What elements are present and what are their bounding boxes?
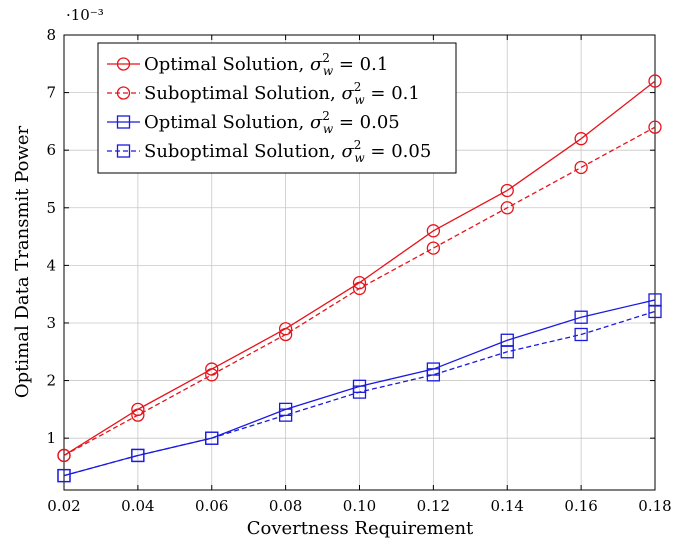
- y-tick-label: 1: [46, 429, 56, 447]
- legend-subscript: w: [323, 64, 334, 78]
- data-point: [574, 132, 588, 146]
- legend-superscript: 2: [354, 80, 362, 94]
- series-line: [63, 310, 656, 477]
- x-tick-label: 0.10: [343, 497, 376, 515]
- data-point: [574, 310, 588, 324]
- y-tick-label: 7: [46, 84, 56, 102]
- data-point: [426, 224, 441, 238]
- data-point: [278, 327, 293, 342]
- data-point: [131, 448, 145, 463]
- series-group: [57, 74, 662, 483]
- legend-subscript: w: [354, 93, 365, 107]
- legend-item-2: Suboptimal Solution, σ2 w = 0.1: [107, 80, 420, 107]
- data-point: [205, 368, 219, 382]
- data-point: [57, 468, 71, 483]
- legend-superscript: 2: [322, 51, 330, 65]
- data-point: [648, 120, 662, 134]
- data-point: [500, 201, 514, 215]
- legend-marker: [116, 144, 131, 158]
- data-point: [648, 74, 662, 88]
- legend-item-3: Optimal Solution, σ2 w = 0.05: [107, 109, 400, 136]
- data-point: [500, 183, 514, 198]
- series-2: [57, 120, 662, 463]
- legend-label-value: = 0.1: [365, 83, 420, 104]
- data-point: [131, 408, 145, 422]
- data-point: [352, 385, 367, 399]
- data-point: [500, 345, 514, 359]
- axis-ticks: 0.02 0.04 0.06 0.08 0.10 0.12 0.14 0.16 0.18 1 2 3 4…: [46, 26, 671, 515]
- legend-sigma: σ: [310, 112, 323, 133]
- legend-superscript: 2: [354, 138, 362, 152]
- y-axis-multiplier: ·10⁻³: [66, 6, 104, 24]
- x-tick-label: 0.08: [269, 497, 302, 515]
- legend-item-1: Optimal Solution, σ2 w = 0.1: [107, 51, 388, 78]
- data-point: [574, 160, 588, 175]
- legend-subscript: w: [354, 151, 365, 165]
- data-point: [57, 448, 71, 463]
- x-tick-label: 0.12: [417, 497, 450, 515]
- series-4: [57, 304, 662, 483]
- legend-subscript: w: [323, 122, 334, 136]
- y-tick-label: 5: [46, 199, 56, 217]
- legend-label: Suboptimal Solution, σ2 w = 0.05: [144, 138, 431, 165]
- y-tick-label: 2: [46, 372, 56, 390]
- x-tick-label: 0.16: [564, 497, 597, 515]
- legend-marker: [116, 115, 131, 129]
- legend-marker: [116, 86, 131, 100]
- legend-label: Suboptimal Solution, σ2 w = 0.1: [144, 80, 420, 107]
- legend-label-value: = 0.05: [333, 112, 400, 133]
- y-tick-label: 4: [46, 256, 56, 274]
- legend-sigma: σ: [341, 141, 354, 162]
- x-tick-label: 0.04: [121, 497, 154, 515]
- legend-marker: [116, 57, 131, 71]
- legend-sigma: σ: [310, 54, 323, 75]
- data-point: [574, 327, 588, 342]
- data-point: [205, 431, 219, 445]
- legend-item-4: Suboptimal Solution, σ2 w = 0.05: [107, 138, 431, 165]
- legend-label-text: Suboptimal Solution,: [144, 83, 341, 104]
- data-point: [426, 241, 441, 255]
- legend-label: Optimal Solution, σ2 w = 0.1: [144, 51, 388, 78]
- x-axis-title: Covertness Requirement: [247, 518, 474, 539]
- legend-label: Optimal Solution, σ2 w = 0.05: [144, 109, 400, 136]
- series-line: [63, 126, 656, 457]
- x-tick-label: 0.02: [47, 497, 80, 515]
- y-tick-label: 6: [46, 141, 56, 159]
- legend-label-text: Suboptimal Solution,: [144, 141, 341, 162]
- legend-superscript: 2: [322, 109, 330, 123]
- legend-label-text: Optimal Solution,: [144, 112, 310, 133]
- x-tick-label: 0.18: [638, 497, 671, 515]
- data-point: [648, 304, 662, 319]
- y-axis-title: Optimal Data Transmit Power: [12, 125, 33, 398]
- data-point: [426, 368, 441, 382]
- data-point: [352, 281, 367, 296]
- legend-label-value: = 0.05: [365, 141, 432, 162]
- legend-label-value: = 0.1: [333, 54, 388, 75]
- data-point: [278, 408, 293, 422]
- x-tick-label: 0.06: [195, 497, 228, 515]
- legend-label-text: Optimal Solution,: [144, 54, 310, 75]
- x-tick-label: 0.14: [491, 497, 524, 515]
- y-tick-label: 3: [46, 314, 56, 332]
- legend-sigma: σ: [341, 83, 354, 104]
- legend-box: [97, 42, 457, 174]
- y-tick-label: 8: [46, 26, 56, 44]
